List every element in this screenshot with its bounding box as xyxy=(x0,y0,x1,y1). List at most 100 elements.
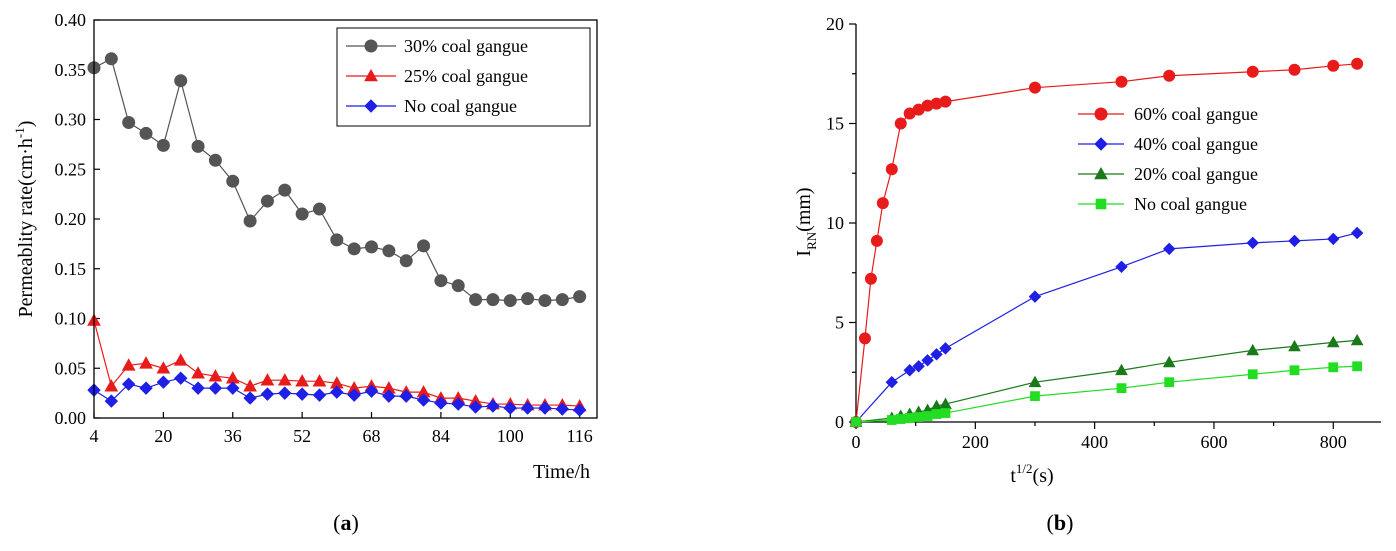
chart-b-data-point xyxy=(1352,361,1363,372)
chart-a-data-point xyxy=(538,294,552,308)
chart-a-data-point xyxy=(191,366,205,379)
chart-b-data-point xyxy=(1327,232,1340,246)
chart-a-x-tick-label: 116 xyxy=(566,426,592,446)
chart-b-data-point xyxy=(1288,63,1301,76)
chart-a-legend-label: 25% coal gangue xyxy=(404,66,528,86)
chart-a-y-tick-label: 0.40 xyxy=(55,10,87,30)
chart-a-data-point xyxy=(572,403,587,417)
chart-b-data-point xyxy=(912,360,925,373)
chart-b-y-tick-label: 10 xyxy=(826,213,844,233)
chart-a-x-tick-label: 100 xyxy=(497,426,524,446)
chart-b-data-point xyxy=(1164,377,1175,388)
chart-b-y-tick-label: 15 xyxy=(826,114,844,134)
chart-b-data-point xyxy=(1115,260,1128,273)
chart-a-x-tick-label: 4 xyxy=(90,426,99,446)
chart-a-data-point xyxy=(139,126,153,140)
chart-b-data-point xyxy=(886,415,897,425)
chart-a-data-point xyxy=(451,279,465,293)
chart-a-data-point xyxy=(382,244,396,258)
chart-b-data-point xyxy=(1246,343,1260,356)
chart-b-data-point xyxy=(1115,363,1128,376)
chart-a-data-point xyxy=(295,387,309,401)
chart-b-x-tick-label: 200 xyxy=(962,432,989,452)
chart-b-data-point xyxy=(1288,234,1301,248)
chart-b-series-line xyxy=(855,63,1358,423)
chart-a-y-tick-label: 0.25 xyxy=(55,159,87,179)
chart-a-data-point xyxy=(417,239,431,253)
chart-a-data-point xyxy=(486,293,500,307)
chart-b-legend-marker xyxy=(1094,166,1108,180)
chart-b-data-point xyxy=(1246,236,1259,250)
chart-a-data-point xyxy=(260,387,275,401)
chart-b-ylabel: IRN(mm) xyxy=(793,187,819,256)
chart-a-data-point xyxy=(364,384,379,398)
chart-a-data-point xyxy=(208,381,223,395)
chart-b-data-point xyxy=(1326,335,1340,348)
chart-a-data-point xyxy=(122,115,136,129)
chart-a-data-point xyxy=(104,379,119,392)
chart-b-legend-marker xyxy=(1095,198,1107,210)
chart-b-data-point xyxy=(876,197,889,210)
chart-a-x-tick-label: 52 xyxy=(293,426,311,446)
chart-a-data-point xyxy=(156,138,170,152)
chart-b-data-point xyxy=(864,272,877,285)
chart-b-data-point xyxy=(1028,81,1041,94)
chart-b-y-tick-label: 5 xyxy=(835,313,844,333)
chart-a-data-point xyxy=(486,399,500,413)
chart-b-data-point xyxy=(894,117,907,130)
chart-b-data-point xyxy=(1162,355,1176,368)
chart-b-data-point xyxy=(913,412,924,422)
chart-a-ylabel: Permeablity rate(cm·h-1) xyxy=(12,121,37,318)
chart-a-x-tick-label: 20 xyxy=(154,426,172,446)
chart-b-legend: 60% coal gangue 40% coal gangue 20% coal g… xyxy=(1078,104,1258,214)
chart-b-data-point xyxy=(931,409,942,419)
chart-b-data-point xyxy=(1116,383,1127,394)
chart-b-y-tick-label: 0 xyxy=(835,412,844,432)
chart-a-data-point xyxy=(330,233,344,247)
chart-a: 4 20 36 52 68 84 100 116 0.00 0.05 0.10 0.15 0.20 0.2… xyxy=(12,10,598,535)
chart-a-series-group xyxy=(87,52,587,417)
chart-b-data-point xyxy=(1328,362,1339,373)
chart-a-legend-label: No coal gangue xyxy=(404,96,517,116)
chart-b-series-line xyxy=(855,232,1358,423)
chart-a-data-point xyxy=(139,381,153,395)
chart-a-y-tick-label: 0.30 xyxy=(55,110,87,130)
chart-a-data-point xyxy=(243,379,257,392)
chart-b-data-point xyxy=(921,354,934,367)
chart-b-data-point xyxy=(939,342,952,355)
chart-a-legend-marker xyxy=(364,99,378,113)
chart-a-data-point xyxy=(243,214,257,228)
chart-b-data-point xyxy=(858,332,871,345)
chart-a-ticks: 4 20 36 52 68 84 100 116 0.00 0.05 0.10 0.15 0.20 0.2… xyxy=(55,10,593,446)
chart-b-data-point xyxy=(1163,242,1176,256)
chart-b-data-point xyxy=(1028,290,1042,303)
chart-a-legend-marker xyxy=(364,68,378,82)
chart-a-frame xyxy=(93,19,598,419)
chart-b-data-point xyxy=(870,234,883,247)
chart-a-data-point xyxy=(503,294,517,308)
chart-b-series-group xyxy=(849,57,1364,429)
chart-b-x-tick-label: 400 xyxy=(1081,432,1108,452)
chart-a-y-tick-label: 0.00 xyxy=(55,408,87,428)
chart-a-y-tick-label: 0.05 xyxy=(55,358,87,378)
chart-b-data-point xyxy=(903,364,916,377)
chart-a-data-point xyxy=(451,397,465,411)
chart-b-x-tick-label: 0 xyxy=(852,432,861,452)
chart-a-data-point xyxy=(555,293,569,307)
chart-a-data-point xyxy=(260,194,274,208)
chart-a-y-tick-label: 0.35 xyxy=(55,60,87,80)
chart-b-panel-label: (b) xyxy=(1047,510,1074,535)
chart-a-data-point xyxy=(277,373,292,386)
chart-b-legend-label: 40% coal gangue xyxy=(1134,134,1258,154)
chart-b-legend-label: No coal gangue xyxy=(1134,194,1247,214)
chart-b-data-point xyxy=(1247,369,1258,380)
chart-a-data-point xyxy=(278,386,292,400)
chart-a-xlabel: Time/h xyxy=(533,461,590,483)
chart-a-data-point xyxy=(434,274,448,288)
chart-b-data-point xyxy=(1351,57,1364,70)
chart-b-data-point xyxy=(1350,226,1364,240)
chart-a-data-point xyxy=(347,242,361,256)
chart-a-data-point xyxy=(121,358,136,371)
chart-a-data-point xyxy=(312,388,327,402)
